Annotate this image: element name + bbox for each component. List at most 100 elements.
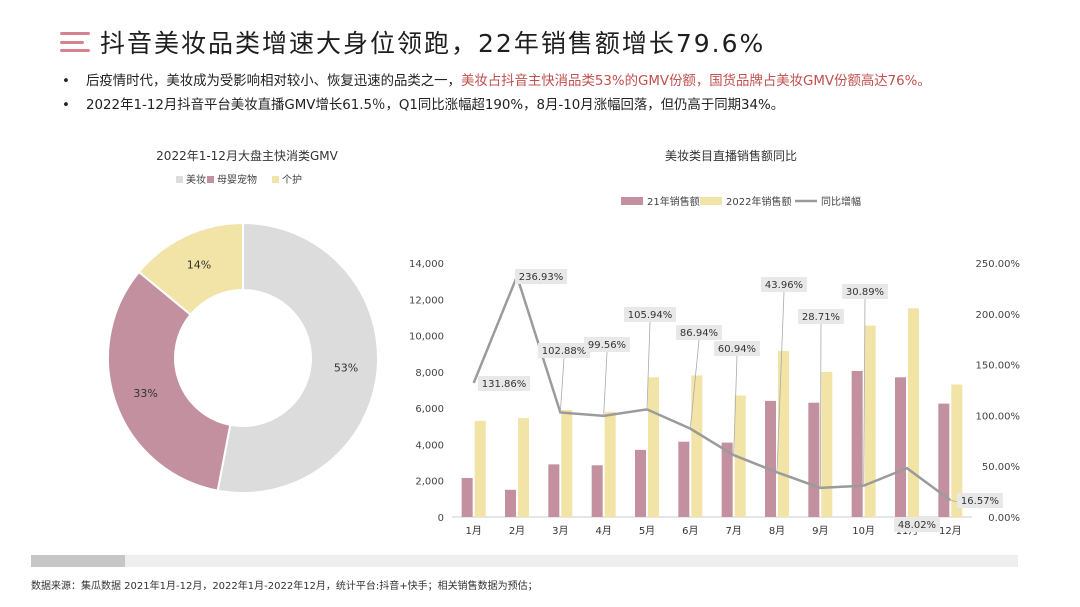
bar-2022 [648,377,659,517]
bar-2021 [808,402,820,517]
x-tick-label: 6月 [682,525,698,537]
x-tick-label: 1月 [465,525,481,537]
x-tick-label: 2月 [509,525,525,537]
bullet-dot-icon: • [62,74,70,89]
y-tick-label: 10,000 [409,332,444,343]
callout-label: 86.94% [680,328,718,339]
y2-tick-label: 100.00% [976,411,1021,422]
y2-tick-label: 150.00% [976,361,1021,372]
callout-label: 102.88% [542,346,587,357]
title-row: 抖音美妆品类增速大身位领跑，22年销售额增长79.6% [60,22,765,62]
bullet-text-plain: 后疫情时代，美妆成为受影响相对较小、恢复迅速的品类之一， [86,74,461,89]
bullet-list: • 后疫情时代，美妆成为受影响相对较小、恢复迅速的品类之一，美妆占抖音主快消品类… [62,70,1072,118]
y-tick-label: 4,000 [415,440,444,451]
y-tick-label: 2,000 [415,477,444,488]
y-tick-label: 0 [438,513,444,524]
callout-box [714,341,760,356]
y2-tick-label: 50.00% [982,462,1020,473]
donut-slice [107,270,232,492]
bar-2022 [864,325,876,517]
callout-label: 105.94% [628,310,673,321]
legend-label-2021: 21年销售额 [647,195,700,208]
donut-legend-swatch [272,176,279,183]
callout-label: 131.86% [482,379,527,390]
page-title: 抖音美妆品类增速大身位领跑，22年销售额增长79.6% [100,29,766,58]
scrollbar[interactable] [31,555,1018,567]
bar-2021 [678,441,690,517]
donut-slice-label: 33% [133,387,157,400]
x-tick-label: 3月 [552,525,568,537]
bar-2022 [821,371,833,517]
callout-box [761,277,807,292]
bullet-text-plain: 2022年1-12月抖音平台美妆直播GMV增长61.5％，Q1同比涨幅超190%… [86,98,785,113]
callout-leader [819,323,822,488]
x-tick-label: 7月 [725,525,741,537]
callout-box [514,269,568,284]
bar-2022 [518,418,529,517]
bar-2021 [461,477,473,517]
callout-label: 236.93% [519,272,564,283]
y-tick-label: 12,000 [409,295,444,306]
legend-swatch-2021 [621,197,643,205]
callout-box [676,325,722,340]
combo-title: 美妆类目直播销售额同比 [665,148,797,163]
donut-slice-label: 53% [334,362,358,375]
callout-box [894,517,940,532]
legend-label-growth: 同比增幅 [821,195,861,208]
callout-label: 60.94% [718,344,756,355]
bullet-dot-icon: • [62,98,70,113]
callout-leader [559,357,565,413]
callout-box [477,376,531,391]
bar-2021 [851,370,863,517]
bar-2021 [938,403,950,517]
donut-slice [216,221,379,494]
callout-label: 48.02% [898,520,936,531]
y2-tick-label: 0.00% [988,513,1020,524]
scrollbar-thumb[interactable] [31,555,125,567]
bar-2022 [474,420,486,517]
donut-legend-label: 个护 [282,173,302,186]
donut-slice [137,221,244,317]
callout-leader [733,355,738,456]
callout-label: 30.89% [846,287,884,298]
y-tick-label: 6,000 [415,404,444,415]
callout-box [623,307,677,322]
bar-2022 [561,409,573,517]
bullet-text-highlight: 美妆占抖音主快消品类53%的GMV份额，国货品牌占美妆GMV份额高达76%。 [460,74,931,89]
bar-2021 [721,442,733,517]
callout-box [798,309,844,324]
callout-box [842,284,888,299]
x-tick-label: 5月 [639,525,655,537]
x-tick-label: 12月 [939,525,962,537]
growth-line [472,272,952,502]
bullet-item: • 后疫情时代，美妆成为受影响相对较小、恢复迅速的品类之一，美妆占抖音主快消品类… [62,70,1072,94]
donut-slice-label: 14% [187,258,211,271]
y-tick-label: 8,000 [415,368,444,379]
callout-leader [863,298,866,486]
bar-2022 [908,308,919,517]
callout-leader [776,291,785,473]
bullet-text: 后疫情时代，美妆成为受影响相对较小、恢复迅速的品类之一，美妆占抖音主快消品类53… [86,70,931,94]
donut-title: 2022年1-12月大盘主快消类GMV [156,148,338,163]
callout-leader [689,339,700,429]
bar-2022 [778,350,789,517]
bar-2022 [691,375,703,517]
donut-legend-label: 母婴宠物 [217,173,257,186]
donut-legend-label: 美妆 [186,173,206,186]
callout-box [537,343,591,358]
menu-lines-icon [60,32,90,52]
y2-tick-label: 250.00% [976,259,1021,270]
x-tick-label: 8月 [769,525,785,537]
donut-legend-swatch [176,176,183,183]
callout-box [957,493,1003,508]
bar-2022 [951,384,963,517]
callout-label: 99.56% [588,340,626,351]
legend-swatch-2022 [700,197,722,205]
bar-2021 [635,449,646,517]
data-source-note: 数据来源：集瓜数据 2021年1月-12月，2022年1月-2022年12月，统… [31,581,538,592]
x-tick-label: 4月 [595,525,611,537]
x-tick-label: 9月 [812,525,828,537]
callout-label: 28.71% [802,312,840,323]
